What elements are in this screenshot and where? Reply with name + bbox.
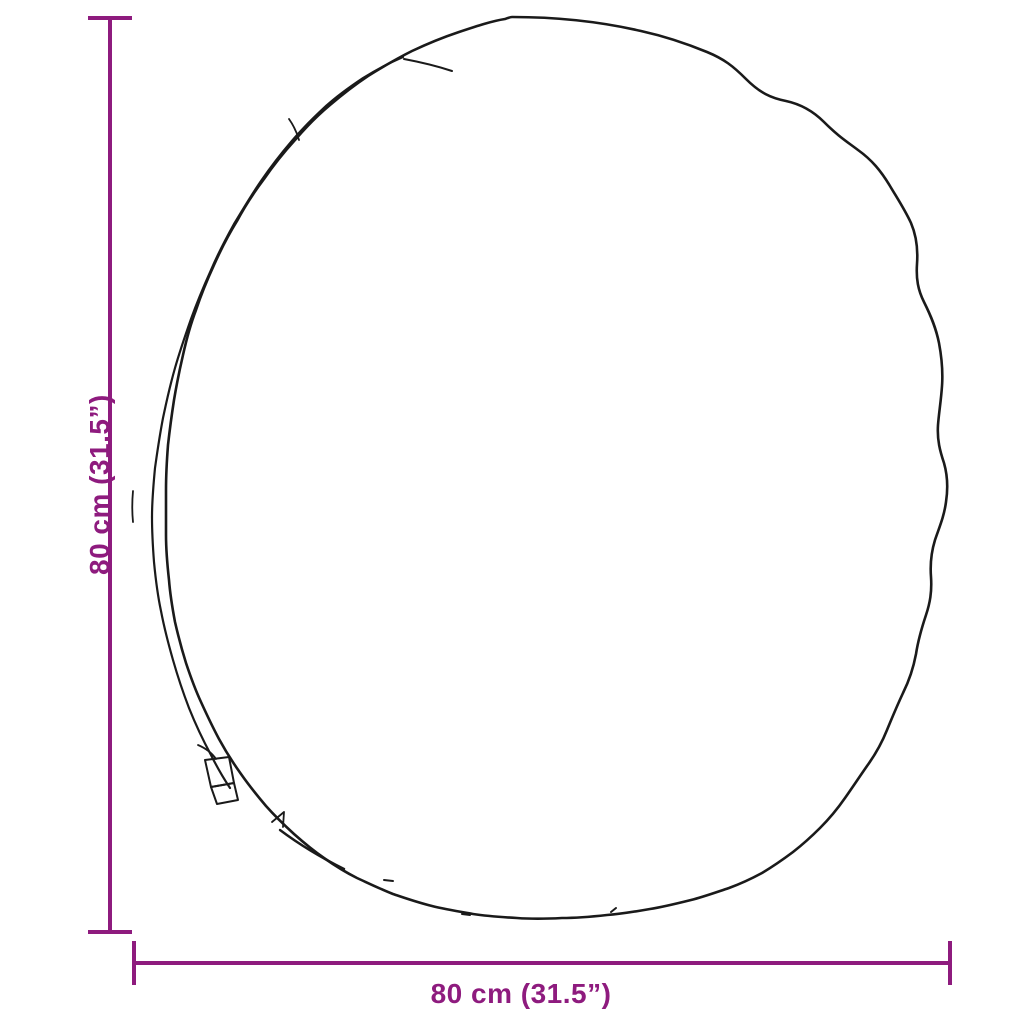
accent-stroke-top bbox=[403, 58, 453, 72]
height-dimension-label: 80 cm (31.5”) bbox=[84, 394, 115, 575]
mounting-bracket-detail-lower bbox=[210, 782, 239, 805]
mirror-inner-edge-upper-left bbox=[150, 55, 405, 519]
stray-mark-bottom-center bbox=[610, 907, 617, 913]
bracket-connector-stroke bbox=[197, 744, 217, 760]
width-dimension-label: 80 cm (31.5”) bbox=[430, 978, 612, 1009]
accent-stroke-left-upper bbox=[288, 118, 300, 141]
mirror-inner-edge-left bbox=[150, 515, 232, 790]
edge-shade-lower-left bbox=[278, 828, 346, 871]
accent-stroke-left-mid bbox=[131, 490, 134, 523]
edge-nick-lower-left bbox=[271, 811, 285, 828]
stray-mark-bottom-left bbox=[383, 879, 394, 882]
dimension-lines-group bbox=[88, 16, 952, 985]
mirror-outer-edge bbox=[164, 15, 949, 921]
stray-mark-bottom-right bbox=[461, 913, 471, 916]
mirror-outline-group bbox=[131, 15, 949, 921]
